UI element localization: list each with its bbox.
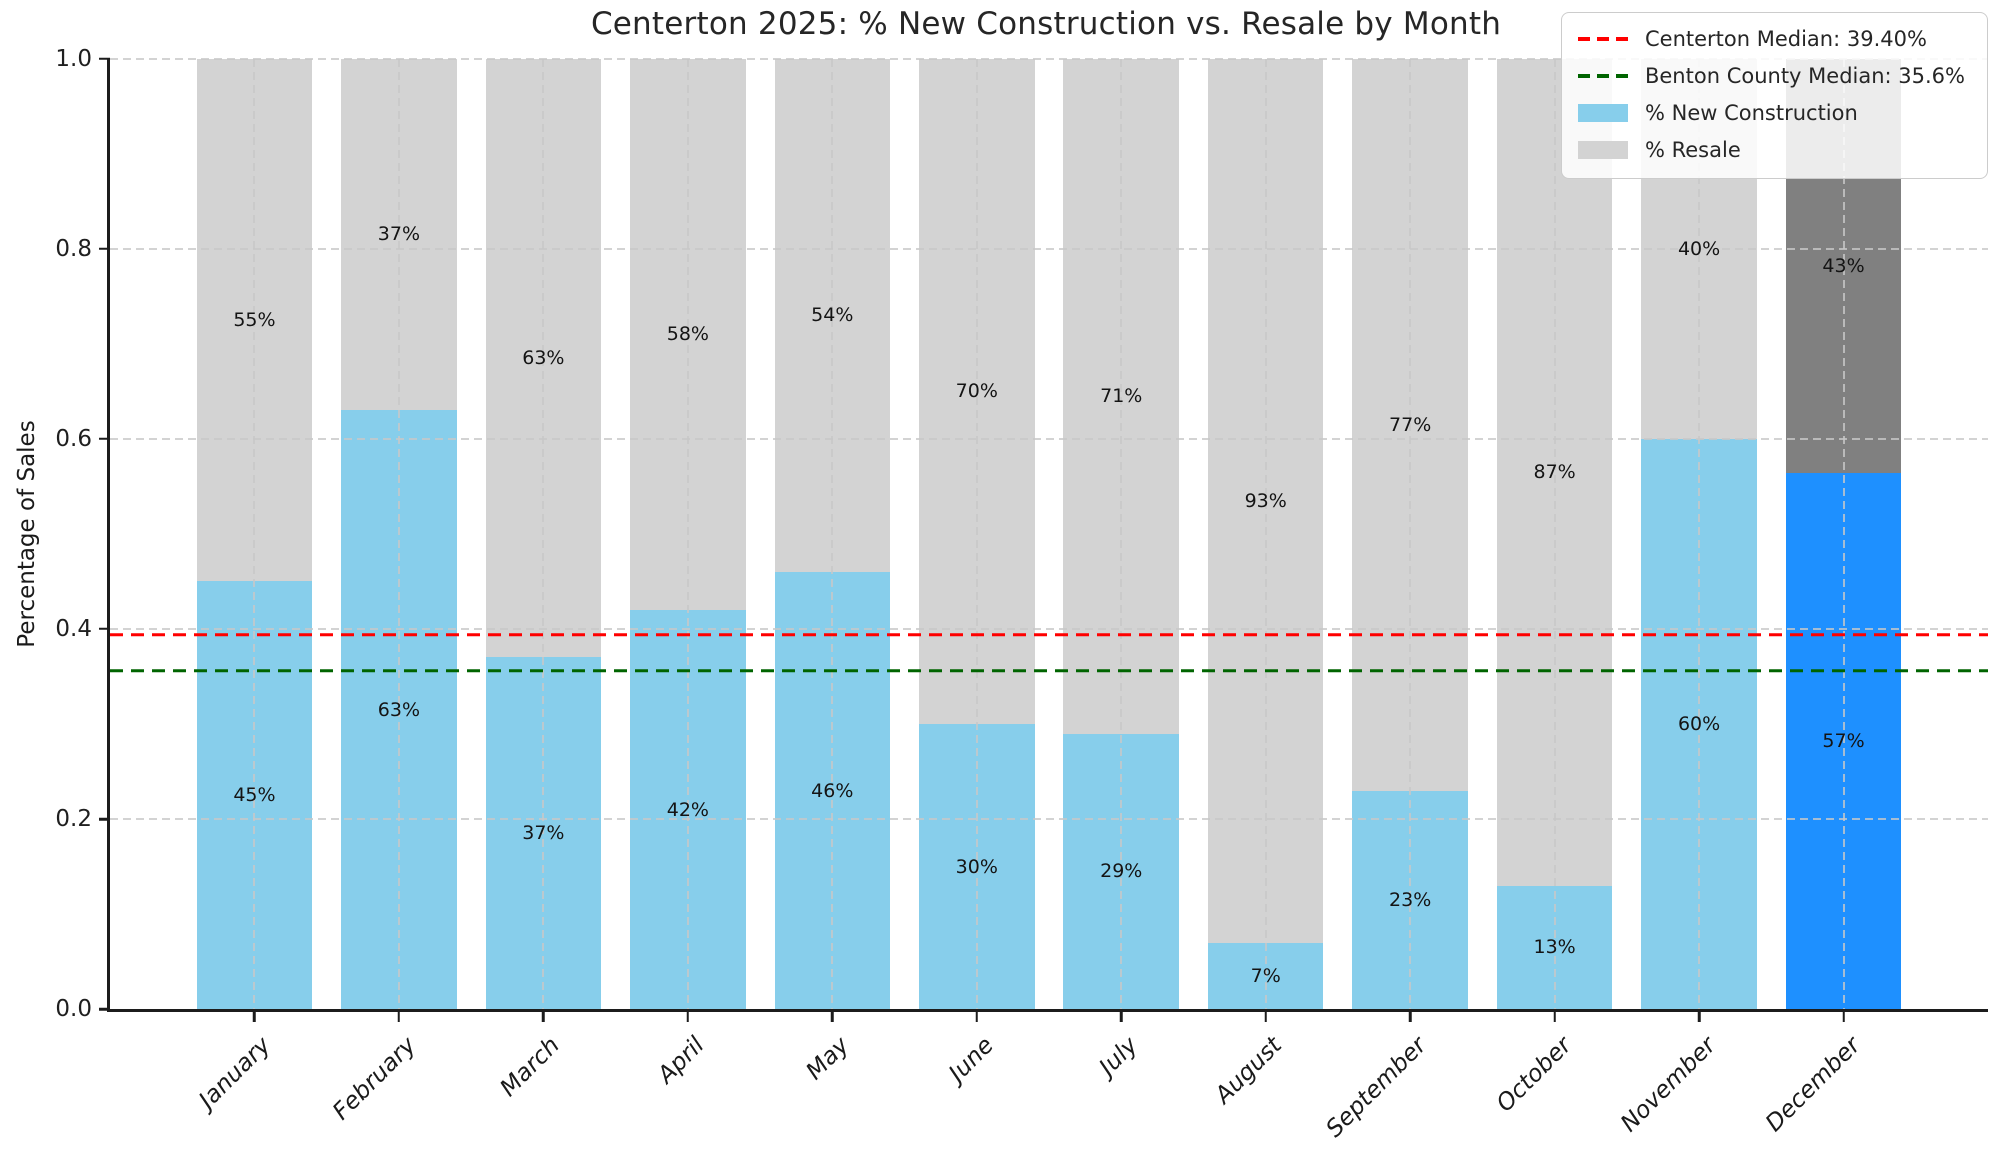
x-axis-label-october: October <box>1490 1031 1577 1118</box>
bar-value-label-resale: 37% <box>377 223 421 246</box>
y-axis-tick-label: 0.6 <box>55 425 92 452</box>
x-axis-tick <box>686 1012 690 1023</box>
y-axis-title: Percentage of Sales <box>14 420 40 648</box>
y-axis-tick-label: 0.8 <box>55 235 92 262</box>
gridline-vertical <box>1120 58 1123 1010</box>
legend-row: % Resale <box>1577 134 1965 166</box>
x-axis-label-september: September <box>1320 1031 1432 1143</box>
x-axis-tick <box>1119 1012 1123 1023</box>
bar-value-label-new: 57% <box>1822 730 1865 753</box>
legend-row: Benton County Median: 35.6% <box>1577 60 1965 92</box>
x-axis-label-april: April <box>651 1031 710 1089</box>
y-axis-tick-label: 0.0 <box>55 996 92 1023</box>
legend: Centerton Median: 39.40% Benton County Me… <box>1560 12 1988 179</box>
bar-value-label-resale: 58% <box>666 323 709 346</box>
bar-value-label-new: 37% <box>522 822 565 845</box>
gridline-vertical <box>253 58 256 1010</box>
x-axis-label-may: May <box>799 1031 855 1086</box>
x-axis-tick <box>1264 1012 1267 1023</box>
gridline-horizontal <box>110 818 1988 821</box>
legend-label: % New Construction <box>1644 101 1858 125</box>
bar-value-label-resale: 70% <box>955 380 998 403</box>
bar-value-label-new: 45% <box>233 784 276 807</box>
x-axis-label-december: December <box>1759 1031 1866 1138</box>
y-axis-tick <box>99 437 110 441</box>
x-axis-tick <box>975 1012 979 1023</box>
x-axis-tick <box>1842 1012 1845 1023</box>
legend-label: Benton County Median: 35.6% <box>1644 64 1965 88</box>
bar-value-label-new: 60% <box>1677 713 1721 735</box>
gridline-vertical <box>1264 58 1267 1010</box>
bar-value-label-resale: 93% <box>1244 489 1287 512</box>
legend-patch-sample <box>1577 104 1628 122</box>
plot-area: 0.0 0.2 0.4 0.6 0.8 1.0 45% 55% January 63% 37% Feb… <box>55 46 1988 1143</box>
gridline-vertical <box>1698 58 1701 1010</box>
gridline-horizontal <box>110 247 1988 250</box>
bar-value-label-new: 23% <box>1389 888 1432 911</box>
median-line-centerton-median <box>110 632 1988 637</box>
x-axis-label-july: July <box>1093 1031 1144 1081</box>
x-axis-tick <box>831 1012 834 1023</box>
bar-value-label-new: 13% <box>1533 936 1576 959</box>
x-axis-tick <box>397 1012 401 1023</box>
x-axis-label-january: January <box>193 1031 277 1114</box>
legend-line-sample <box>1577 74 1628 78</box>
y-axis-tick <box>99 817 110 821</box>
y-axis-tick <box>99 1007 110 1011</box>
bar-value-label-resale: 40% <box>1677 237 1721 260</box>
bar-value-label-resale: 87% <box>1533 461 1576 484</box>
gridline-vertical <box>831 58 834 1010</box>
bar-value-label-new: 30% <box>955 855 998 878</box>
y-axis-tick-label: 0.4 <box>55 615 92 642</box>
x-axis-label-august: August <box>1209 1031 1288 1110</box>
gridline-horizontal <box>110 437 1988 440</box>
x-axis-tick <box>1408 1012 1412 1023</box>
x-axis-label-february: February <box>326 1031 421 1126</box>
x-axis-tick <box>1697 1012 1701 1023</box>
x-axis-tick <box>253 1012 256 1023</box>
gridline-horizontal <box>110 57 1988 60</box>
gridline-vertical <box>686 58 689 1010</box>
bar-value-label-resale: 77% <box>1389 413 1432 436</box>
y-axis-tick-label: 0.2 <box>55 806 92 833</box>
legend-line-sample <box>1577 37 1628 41</box>
gridline-vertical <box>397 58 400 1010</box>
legend-row: Centerton Median: 39.40% <box>1577 23 1965 55</box>
chart-title: Centerton 2025: % New Construction vs. R… <box>590 6 1502 42</box>
bar-value-label-new: 42% <box>666 798 709 821</box>
bar-value-label-resale: 71% <box>1100 385 1143 408</box>
bar-value-label-resale: 55% <box>233 308 276 331</box>
legend-row: % New Construction <box>1577 97 1965 129</box>
gridline-vertical <box>1409 58 1412 1010</box>
bar-value-label-new: 29% <box>1100 860 1143 883</box>
y-axis-tick <box>99 247 110 250</box>
y-axis-tick <box>99 57 110 60</box>
legend-patch-sample <box>1577 141 1628 159</box>
bar-value-label-new: 7% <box>1250 964 1281 987</box>
bar-value-label-resale: 54% <box>811 304 854 327</box>
legend-label: Centerton Median: 39.40% <box>1644 27 1927 51</box>
gridline-vertical <box>975 58 978 1010</box>
bar-value-label-resale: 43% <box>1822 254 1865 277</box>
gridline-vertical <box>1553 58 1556 1010</box>
x-axis-label-march: March <box>494 1031 566 1103</box>
gridline-horizontal <box>110 627 1988 630</box>
bar-value-label-resale: 63% <box>522 347 565 370</box>
x-axis-label-november: November <box>1614 1031 1721 1138</box>
gridline-vertical <box>542 58 545 1010</box>
x-axis-label-june: June <box>942 1031 999 1088</box>
legend-label: % Resale <box>1644 138 1741 162</box>
y-axis-tick-label: 1.0 <box>55 45 92 72</box>
bar-value-label-new: 46% <box>811 779 854 802</box>
median-line-benton-county-median <box>110 669 1988 673</box>
x-axis-tick <box>542 1012 545 1023</box>
gridline-vertical <box>1842 58 1845 1010</box>
x-axis-tick <box>1553 1012 1556 1023</box>
y-axis-tick <box>99 627 110 631</box>
bar-value-label-new: 63% <box>377 698 421 721</box>
